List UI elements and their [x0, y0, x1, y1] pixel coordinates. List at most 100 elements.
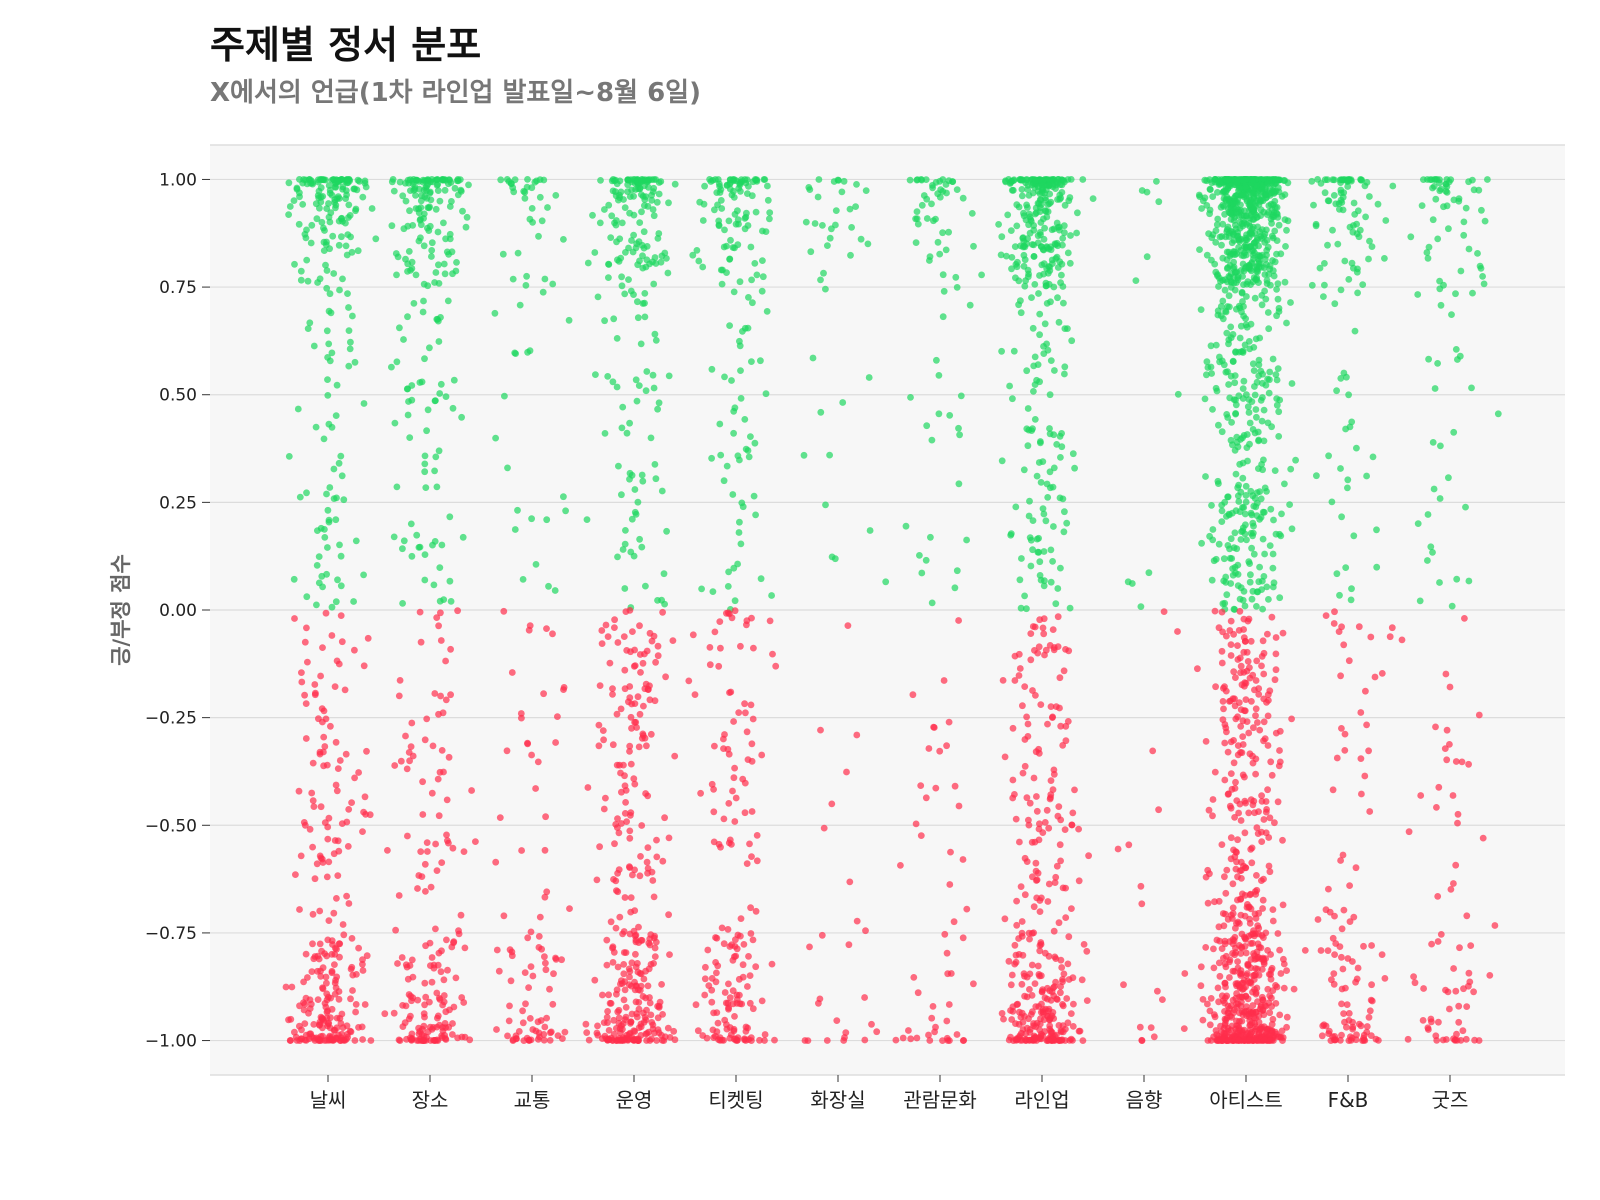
data-point — [1229, 904, 1237, 912]
data-point — [620, 996, 628, 1004]
data-point — [1026, 935, 1033, 943]
data-point — [1224, 493, 1232, 501]
data-point — [1000, 1015, 1007, 1023]
data-point — [314, 527, 321, 534]
data-point — [729, 787, 736, 795]
data-point — [1263, 236, 1271, 244]
data-point — [1436, 187, 1444, 195]
data-point — [1037, 219, 1045, 226]
data-point — [737, 915, 745, 922]
data-point — [939, 229, 946, 237]
data-point — [1248, 595, 1256, 603]
data-point — [613, 238, 620, 246]
data-point — [628, 515, 636, 523]
data-point — [1265, 190, 1273, 198]
data-point — [297, 276, 305, 284]
data-point — [1271, 676, 1279, 684]
data-point — [335, 241, 343, 249]
data-point — [424, 282, 432, 290]
data-point — [630, 231, 637, 239]
data-point — [524, 176, 531, 183]
data-point — [1239, 395, 1247, 402]
data-point — [1317, 947, 1325, 954]
data-point — [390, 187, 398, 195]
data-point — [492, 858, 500, 866]
data-point — [1145, 569, 1153, 577]
data-point — [309, 797, 317, 804]
data-point — [384, 847, 391, 854]
data-point — [758, 287, 766, 295]
data-point — [509, 184, 517, 192]
data-point — [1011, 960, 1019, 968]
data-point — [934, 238, 942, 246]
data-point — [496, 814, 504, 821]
data-point — [290, 197, 298, 205]
data-point — [630, 927, 638, 935]
data-point — [649, 877, 657, 884]
data-point — [1021, 282, 1029, 290]
data-point — [1258, 586, 1265, 593]
data-point — [1047, 1027, 1055, 1035]
data-point — [627, 548, 635, 556]
data-point — [1341, 257, 1349, 265]
data-point — [335, 660, 343, 668]
data-point — [928, 200, 935, 208]
data-point — [720, 477, 728, 485]
data-point — [1353, 444, 1360, 452]
data-point — [346, 212, 354, 219]
data-point — [1257, 495, 1265, 503]
data-point — [866, 527, 874, 534]
data-point — [1058, 271, 1065, 279]
data-point — [593, 876, 601, 884]
data-point — [955, 617, 962, 624]
data-point — [807, 248, 815, 256]
data-point — [306, 825, 314, 833]
data-point — [1062, 1025, 1069, 1033]
data-point — [1452, 987, 1460, 995]
data-point — [1368, 981, 1375, 989]
data-point — [945, 718, 953, 726]
data-point — [643, 647, 651, 655]
data-point — [1019, 1026, 1027, 1033]
data-point — [527, 963, 535, 970]
data-point — [1024, 235, 1031, 243]
data-point — [1346, 918, 1354, 925]
data-point — [802, 218, 810, 226]
data-point — [1003, 252, 1010, 260]
data-point — [1199, 996, 1207, 1003]
data-point — [1233, 438, 1241, 446]
data-point — [746, 972, 754, 979]
data-point — [1310, 201, 1317, 209]
data-point — [1417, 792, 1425, 799]
data-point — [336, 1015, 344, 1022]
data-point — [1322, 612, 1330, 619]
data-point — [1226, 956, 1234, 964]
data-point — [395, 692, 403, 700]
data-point — [302, 950, 310, 958]
data-point — [655, 1029, 663, 1037]
data-point — [407, 743, 415, 750]
y-axis-label: 긍/부정 점수 — [109, 554, 133, 666]
data-point — [310, 803, 318, 810]
data-point — [534, 758, 542, 766]
data-point — [1254, 998, 1261, 1005]
data-point — [407, 992, 414, 1000]
data-point — [325, 200, 332, 207]
data-point — [1229, 250, 1237, 258]
data-point — [1249, 671, 1257, 679]
data-point — [945, 1001, 953, 1008]
data-point — [1223, 411, 1231, 418]
data-point — [1054, 585, 1062, 592]
data-point — [639, 659, 647, 667]
data-point — [1362, 687, 1369, 695]
data-point — [438, 747, 446, 754]
data-point — [301, 638, 309, 646]
data-point — [1268, 1003, 1275, 1010]
data-point — [459, 533, 467, 541]
data-point — [1235, 185, 1243, 193]
data-point — [449, 404, 457, 412]
data-point — [349, 312, 356, 320]
data-point — [1349, 228, 1357, 236]
data-point — [628, 959, 636, 967]
data-point — [406, 757, 413, 765]
